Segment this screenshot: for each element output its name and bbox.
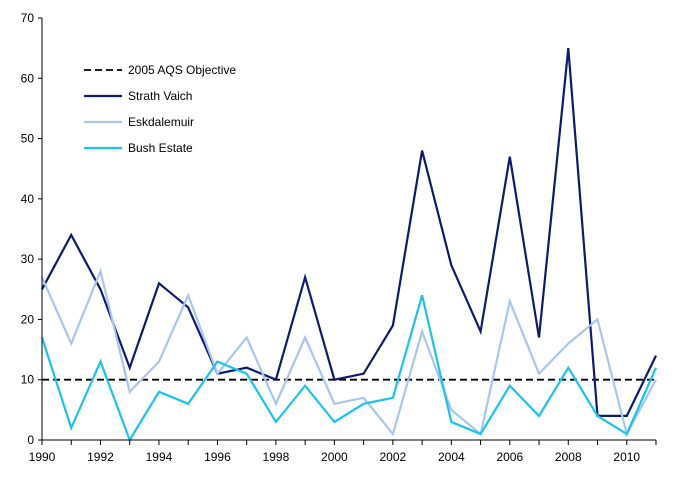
x-tick-label: 2002 bbox=[380, 450, 407, 464]
x-tick-label: 1994 bbox=[146, 450, 173, 464]
y-tick-label: 20 bbox=[21, 312, 35, 326]
x-tick-label: 2006 bbox=[496, 450, 523, 464]
y-tick-label: 50 bbox=[21, 132, 35, 146]
x-tick-label: 1996 bbox=[204, 450, 231, 464]
x-tick-label: 2004 bbox=[438, 450, 465, 464]
x-tick-label: 2000 bbox=[321, 450, 348, 464]
legend-label-3: Bush Estate bbox=[128, 141, 193, 155]
x-tick-label: 2008 bbox=[555, 450, 582, 464]
legend-label-2: Eskdalemuir bbox=[128, 115, 194, 129]
legend-label-1: Strath Vaich bbox=[128, 89, 192, 103]
x-tick-label: 1998 bbox=[263, 450, 290, 464]
y-tick-label: 0 bbox=[27, 433, 34, 447]
axes-layer: 0 10 20 30 40 50 60 70 1990 1992 1994 1996 1998 2000 2… bbox=[21, 11, 657, 464]
x-tick-label: 2010 bbox=[613, 450, 640, 464]
y-tick-label: 30 bbox=[21, 252, 35, 266]
y-tick-label: 60 bbox=[21, 71, 35, 85]
legend: 2005 AQS Objective Strath Vaich Eskdalemui… bbox=[84, 63, 236, 155]
x-tick-label: 1990 bbox=[29, 450, 56, 464]
series-layer bbox=[40, 47, 658, 443]
series-line-3 bbox=[40, 294, 658, 443]
x-tick-label: 1992 bbox=[87, 450, 114, 464]
y-tick-label: 10 bbox=[21, 373, 35, 387]
series-line-2 bbox=[40, 267, 657, 438]
y-tick-label: 70 bbox=[21, 11, 35, 25]
series-line-1 bbox=[41, 47, 657, 417]
y-tick-label: 40 bbox=[21, 192, 35, 206]
legend-label-0: 2005 AQS Objective bbox=[128, 63, 236, 77]
